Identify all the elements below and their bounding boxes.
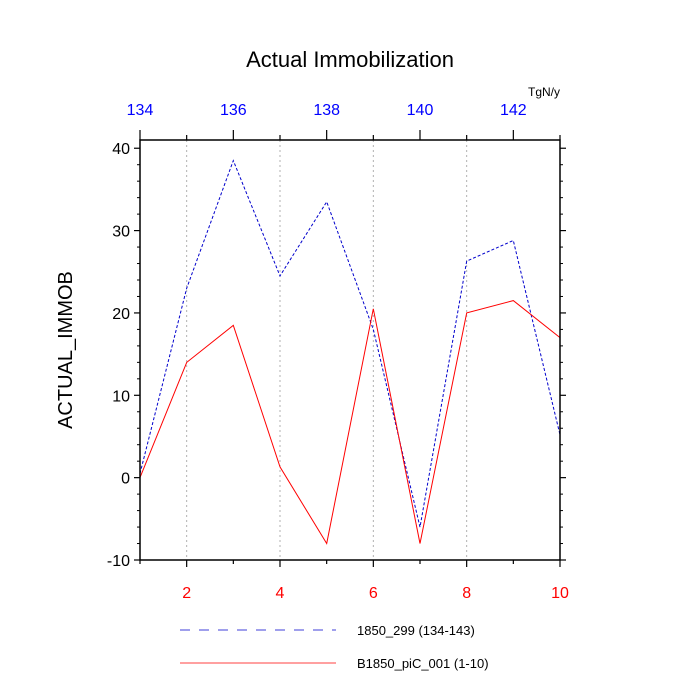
y-tick-label-40: 40 xyxy=(112,141,130,158)
axis-ticks xyxy=(134,130,566,567)
y-axis-label: ACTUAL_IMMOB xyxy=(55,271,77,429)
units-label: TgN/y xyxy=(528,85,560,99)
plot-frame xyxy=(139,139,561,561)
top-tick-label-134: 134 xyxy=(127,102,154,119)
top-tick-label-140: 140 xyxy=(407,102,434,119)
grid-lines xyxy=(186,140,468,560)
series-line-0 xyxy=(139,159,561,528)
top-tick-label-142: 142 xyxy=(500,102,527,119)
y-tick-label-10: 10 xyxy=(112,388,130,405)
bottom-tick-label-8: 8 xyxy=(462,585,471,602)
y-tick-label-20: 20 xyxy=(112,306,130,323)
legend: 1850_299 (134-143) B1850_piC_001 (1-10) xyxy=(180,623,489,671)
y-tick-label-30: 30 xyxy=(112,224,130,241)
tick-labels: 40 30 20 10 0 -10 2 4 6 8 10 134 136 138 140 142 xyxy=(107,102,569,602)
legend-label-1850-299: 1850_299 (134-143) xyxy=(357,623,475,638)
bottom-tick-label-6: 6 xyxy=(369,585,378,602)
bottom-tick-label-10: 10 xyxy=(551,585,569,602)
series-line-1 xyxy=(139,300,561,545)
legend-label-b1850-pic-001: B1850_piC_001 (1-10) xyxy=(357,656,489,671)
chart-title: Actual Immobilization xyxy=(246,47,454,72)
bottom-tick-label-4: 4 xyxy=(276,585,285,602)
y-tick-label-0: 0 xyxy=(121,471,130,488)
top-tick-label-136: 136 xyxy=(220,102,247,119)
bottom-tick-label-2: 2 xyxy=(182,585,191,602)
top-tick-label-138: 138 xyxy=(313,102,340,119)
series-lines xyxy=(139,159,561,545)
y-tick-label--10: -10 xyxy=(107,553,130,570)
